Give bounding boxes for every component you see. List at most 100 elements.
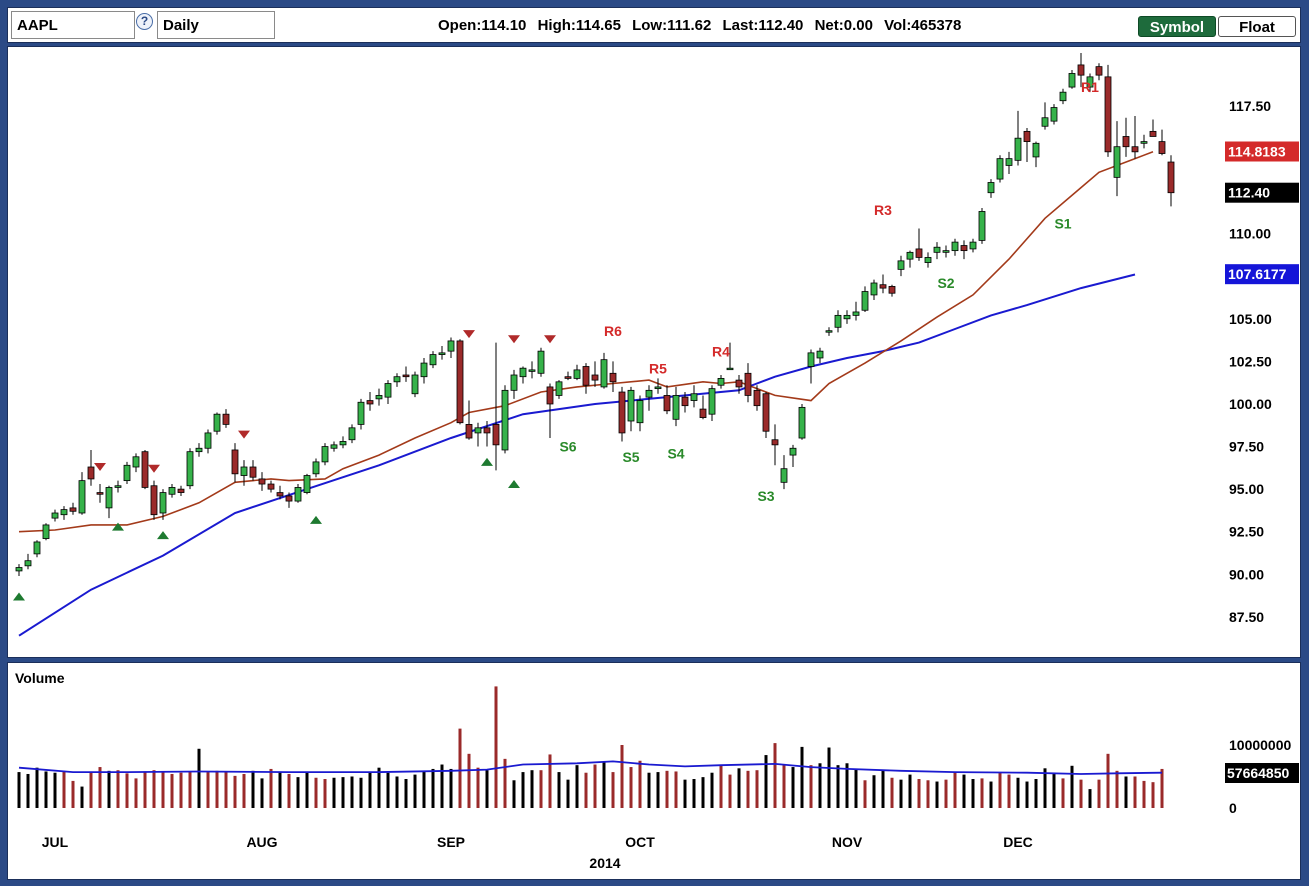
candle-body: [492, 424, 500, 446]
volume-bar: [656, 772, 660, 808]
candle-body: [924, 257, 932, 263]
up-arrow-marker: [310, 515, 322, 524]
candle-body: [213, 413, 221, 432]
candle-body: [591, 374, 599, 381]
volume-bar: [179, 772, 183, 808]
candle-body: [888, 286, 896, 294]
volume-bar: [584, 772, 588, 808]
candle: [384, 380, 392, 404]
volume-bar: [1016, 777, 1020, 808]
y-tick-label: 92.50: [1229, 524, 1264, 540]
volume-bar: [809, 765, 813, 808]
candle-body: [852, 311, 860, 316]
candle: [528, 361, 536, 379]
volume-bar: [368, 772, 372, 808]
candle: [933, 242, 941, 260]
volume-bar: [458, 728, 462, 808]
candle: [987, 179, 995, 198]
candle: [123, 461, 131, 485]
candle: [591, 361, 599, 387]
period-input[interactable]: [157, 11, 275, 39]
candle: [393, 373, 401, 387]
candle: [1113, 121, 1121, 197]
resistance-label: R6: [604, 323, 622, 339]
up-arrow-marker: [157, 531, 169, 540]
price-chart-panel[interactable]: 117.50 110.00 105.00 102.50 100.00 97.50 95.00…: [7, 31, 1301, 658]
volume-chart-panel[interactable]: Volume 10000000 0 57664850 JUL AUG SEP OCT NOV DE…: [7, 662, 1301, 880]
volume-y-tick-label: 0: [1229, 800, 1237, 816]
volume-bar: [1160, 768, 1164, 808]
last-price-label: 112.40: [1228, 185, 1270, 201]
x-axis-month-label: OCT: [625, 834, 655, 850]
price-chart[interactable]: 117.50 110.00 105.00 102.50 100.00 97.50 95.00…: [8, 31, 1300, 657]
volume-bar: [683, 779, 687, 808]
candle-body: [276, 492, 284, 497]
volume-bar: [377, 767, 381, 808]
float-button[interactable]: Float: [1218, 16, 1296, 37]
candle: [96, 484, 104, 503]
candle-body: [510, 374, 518, 391]
last-value: Last:112.40: [722, 17, 804, 34]
candle: [420, 357, 428, 384]
toolbar: ? Open:114.10 High:114.65 Low:111.62 Las…: [7, 7, 1301, 43]
resistance-label: R1: [1081, 79, 1099, 95]
volume-bar: [422, 770, 426, 808]
candle-body: [195, 447, 203, 453]
candle: [834, 310, 842, 333]
candle-body: [834, 314, 842, 328]
volume-bar: [413, 774, 417, 808]
candle: [735, 375, 743, 394]
candle-body: [564, 376, 572, 379]
candle-body: [1059, 91, 1067, 102]
candle-body: [357, 401, 365, 425]
candle: [681, 392, 689, 413]
candle-body: [141, 451, 149, 488]
candle: [15, 564, 23, 577]
candle-body: [771, 439, 779, 446]
candle: [222, 409, 230, 428]
help-icon[interactable]: ?: [136, 13, 153, 30]
candle: [897, 255, 905, 277]
candle-body: [366, 400, 374, 405]
x-axis-month-label: JUL: [42, 834, 69, 850]
volume-bar: [1079, 779, 1083, 808]
candle-body: [375, 395, 383, 400]
candle: [375, 388, 383, 406]
volume-bar: [971, 779, 975, 808]
candle-body: [159, 492, 167, 514]
candle-body: [168, 487, 176, 495]
volume-bar: [467, 753, 471, 808]
candle-body: [465, 424, 473, 439]
candle: [1005, 151, 1013, 174]
resistance-label: R3: [874, 202, 892, 218]
volume-bar: [881, 770, 885, 808]
candle-body: [123, 464, 131, 482]
volume-chart[interactable]: Volume 10000000 0 57664850 JUL AUG SEP OCT NOV DE…: [8, 663, 1300, 879]
candle-body: [1005, 158, 1013, 166]
moving-average-long-line: [18, 273, 1136, 637]
candle-body: [474, 427, 482, 434]
candle-body: [825, 330, 833, 333]
candle-body: [267, 483, 275, 490]
volume-bar: [215, 770, 219, 808]
candle-body: [519, 367, 527, 378]
candle: [1032, 141, 1040, 168]
candle-body: [456, 340, 464, 424]
volume-bar: [287, 773, 291, 808]
symbol-input[interactable]: [11, 11, 135, 39]
volume-bar: [494, 686, 498, 808]
candle-body: [258, 478, 266, 485]
candle: [474, 422, 482, 447]
volume-bar: [962, 774, 966, 808]
candle-body: [1167, 161, 1175, 194]
candle-body: [717, 378, 725, 386]
symbol-button[interactable]: Symbol: [1138, 16, 1216, 37]
candle-body: [15, 567, 23, 572]
y-tick-label: 102.50: [1229, 353, 1272, 369]
volume-bar: [143, 771, 147, 808]
volume-bar: [710, 772, 714, 808]
candle: [663, 385, 671, 415]
volume-bar: [98, 767, 102, 808]
candle-body: [933, 246, 941, 253]
volume-bar: [296, 777, 300, 808]
